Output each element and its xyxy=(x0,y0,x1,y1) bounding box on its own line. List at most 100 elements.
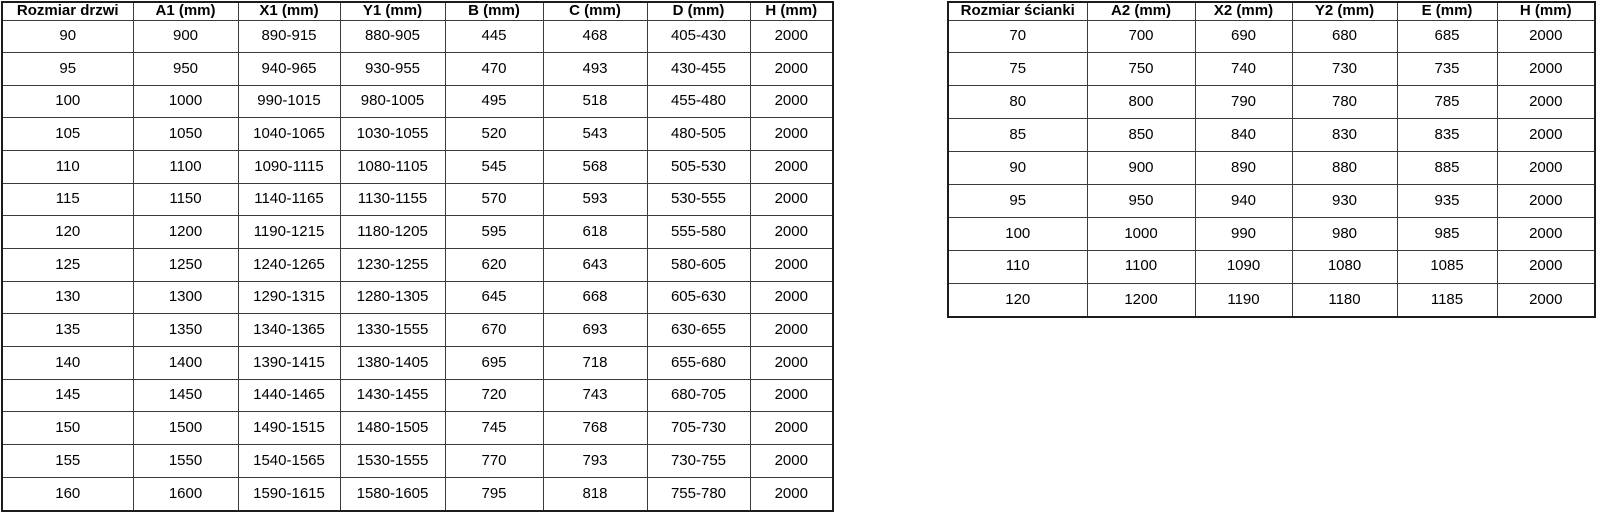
table-cell: 2000 xyxy=(749,182,834,217)
table-cell: 405-430 xyxy=(646,19,751,54)
table-cell: 950 xyxy=(132,52,239,86)
table-cell: 1590-1615 xyxy=(237,476,341,512)
table-cell: 1600 xyxy=(132,476,239,512)
table-row: 120 1200 1190-1215 1180-1205 595 618 555-580 20… xyxy=(1,215,834,250)
table-cell: 745 xyxy=(444,411,544,446)
table-cell: 2000 xyxy=(749,444,834,478)
table-row: 100 1000 990 980 985 2000 xyxy=(947,216,1596,251)
table-cell: 2000 xyxy=(749,84,834,119)
table-cell: 160 xyxy=(1,476,134,512)
table-row: 135 1350 1340-1365 1330-1555 670 693 630-655 20… xyxy=(1,313,834,348)
table-cell: 135 xyxy=(1,313,134,348)
table-cell: 1340-1365 xyxy=(237,313,341,348)
table-cell: 730 xyxy=(1291,52,1398,87)
table-cell: 1190 xyxy=(1194,282,1293,318)
table-cell: 790 xyxy=(1194,85,1293,120)
column-header: D (mm) xyxy=(646,1,751,21)
table-cell: 2000 xyxy=(749,117,834,152)
table-cell: 595 xyxy=(444,215,544,250)
table-cell: 2000 xyxy=(1496,85,1596,120)
table-cell: 150 xyxy=(1,411,134,446)
table-row: 125 1250 1240-1265 1230-1255 620 643 580-605 20… xyxy=(1,248,834,282)
header-row: Rozmiar ścianki A2 (mm) X2 (mm) Y2 (mm) E (m… xyxy=(947,1,1596,21)
table-cell: 1030-1055 xyxy=(339,117,446,152)
table-cell: 518 xyxy=(542,84,648,119)
table-cell: 940 xyxy=(1194,183,1293,218)
table-cell: 768 xyxy=(542,411,648,446)
table-cell: 120 xyxy=(947,282,1088,318)
table-cell: 125 xyxy=(1,248,134,282)
table-cell: 75 xyxy=(947,52,1088,87)
table-cell: 770 xyxy=(444,444,544,478)
column-header: Rozmiar drzwi xyxy=(1,1,134,21)
table-cell: 1400 xyxy=(132,346,239,380)
table-cell: 990-1015 xyxy=(237,84,341,119)
table-cell: 840 xyxy=(1194,118,1293,153)
table-cell: 668 xyxy=(542,280,648,315)
table-cell: 1390-1415 xyxy=(237,346,341,380)
table-cell: 2000 xyxy=(749,346,834,380)
column-header: H (mm) xyxy=(1496,1,1596,21)
table-cell: 643 xyxy=(542,248,648,282)
table-cell: 2000 xyxy=(1496,249,1596,284)
table-cell: 740 xyxy=(1194,52,1293,87)
table-cell: 545 xyxy=(444,150,544,184)
table-cell: 95 xyxy=(1,52,134,86)
table-cell: 618 xyxy=(542,215,648,250)
table-cell: 530-555 xyxy=(646,182,751,217)
table-cell: 95 xyxy=(947,183,1088,218)
table-cell: 2000 xyxy=(749,280,834,315)
table-cell: 2000 xyxy=(749,476,834,512)
table-row: 75 750 740 730 735 2000 xyxy=(947,52,1596,87)
table-cell: 735 xyxy=(1396,52,1498,87)
table-cell: 1090 xyxy=(1194,249,1293,284)
table-cell: 793 xyxy=(542,444,648,478)
table-cell: 2000 xyxy=(1496,52,1596,87)
table-cell: 568 xyxy=(542,150,648,184)
table-cell: 140 xyxy=(1,346,134,380)
table-cell: 670 xyxy=(444,313,544,348)
table-cell: 705-730 xyxy=(646,411,751,446)
table-cell: 570 xyxy=(444,182,544,217)
table-cell: 750 xyxy=(1086,52,1196,87)
table-cell: 1050 xyxy=(132,117,239,152)
table-cell: 780 xyxy=(1291,85,1398,120)
table-cell: 2000 xyxy=(749,150,834,184)
table-cell: 990 xyxy=(1194,216,1293,251)
column-header: C (mm) xyxy=(542,1,648,21)
table-cell: 155 xyxy=(1,444,134,478)
column-header: X2 (mm) xyxy=(1194,1,1293,21)
table-cell: 930-955 xyxy=(339,52,446,86)
table-cell: 1130-1155 xyxy=(339,182,446,217)
table-cell: 1085 xyxy=(1396,249,1498,284)
table-cell: 1100 xyxy=(132,150,239,184)
table-cell: 900 xyxy=(132,19,239,54)
table-cell: 980-1005 xyxy=(339,84,446,119)
table-cell: 700 xyxy=(1086,19,1196,54)
table-cell: 880 xyxy=(1291,151,1398,185)
column-header: B (mm) xyxy=(444,1,544,21)
table-cell: 470 xyxy=(444,52,544,86)
table-cell: 890 xyxy=(1194,151,1293,185)
table-cell: 1440-1465 xyxy=(237,378,341,413)
table-cell: 940-965 xyxy=(237,52,341,86)
table-cell: 743 xyxy=(542,378,648,413)
table-cell: 115 xyxy=(1,182,134,217)
table-cell: 885 xyxy=(1396,151,1498,185)
table-row: 155 1550 1540-1565 1530-1555 770 793 730-755 20… xyxy=(1,444,834,478)
table-cell: 930 xyxy=(1291,183,1398,218)
table-cell: 110 xyxy=(1,150,134,184)
table-cell: 1185 xyxy=(1396,282,1498,318)
table-cell: 1040-1065 xyxy=(237,117,341,152)
header-row: Rozmiar drzwi A1 (mm) X1 (mm) Y1 (mm) B (mm)… xyxy=(1,1,834,21)
table-cell: 2000 xyxy=(1496,216,1596,251)
table-row: 70 700 690 680 685 2000 xyxy=(947,19,1596,54)
table-cell: 2000 xyxy=(1496,118,1596,153)
column-header: H (mm) xyxy=(749,1,834,21)
table-cell: 520 xyxy=(444,117,544,152)
table-cell: 100 xyxy=(947,216,1088,251)
table-cell: 720 xyxy=(444,378,544,413)
table-row: 110 1100 1090 1080 1085 2000 xyxy=(947,249,1596,284)
table-row: 160 1600 1590-1615 1580-1605 795 818 755-780 20… xyxy=(1,476,834,512)
table-cell: 1200 xyxy=(1086,282,1196,318)
